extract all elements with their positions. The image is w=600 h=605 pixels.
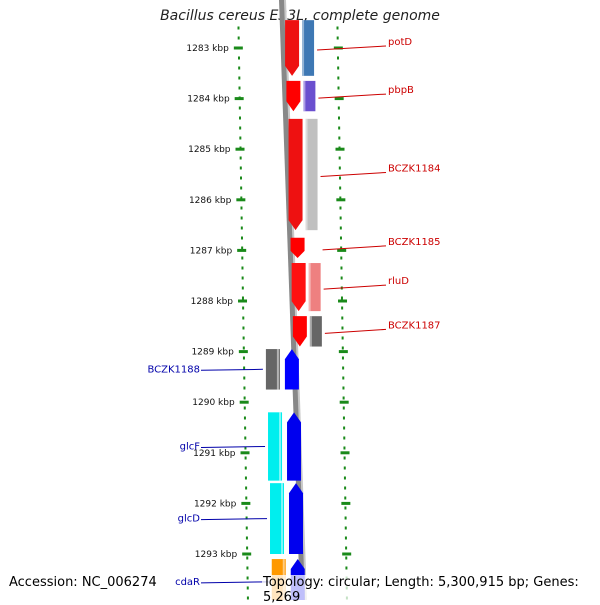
gene-label-BCZK1184[interactable]: BCZK1184 — [388, 164, 441, 175]
gene-label-pbpB[interactable]: pbpB — [388, 85, 414, 96]
gene-arrow[interactable] — [292, 316, 307, 347]
gene-labels: potD pbpB BCZK1184 BCZK1185 rluD BCZK1187 BCZK… — [147, 37, 440, 588]
gene-arrow[interactable] — [290, 237, 305, 258]
cog-block — [308, 263, 321, 312]
gene-label-leader — [200, 368, 263, 371]
cog-block-shine — [302, 20, 305, 76]
gene-label-glcD[interactable]: glcD — [178, 514, 201, 525]
gene-pbpB[interactable] — [286, 80, 316, 112]
cog-block — [305, 118, 318, 231]
gene-label-leader — [322, 245, 387, 251]
gene-label-BCZK1188[interactable]: BCZK1188 — [147, 364, 200, 375]
cog-block-shine — [281, 483, 284, 554]
gene-BCZK1187[interactable] — [292, 316, 322, 347]
ruler-inner-dashes — [237, 26, 249, 600]
tick-label: 1286 kbp — [189, 196, 232, 206]
gene-label-leader — [318, 93, 387, 99]
tick-label: 1289 kbp — [191, 348, 234, 358]
gene-label-leader — [320, 172, 387, 177]
gene-label-cdaR[interactable]: cdaR — [175, 577, 200, 588]
gene-arrow[interactable] — [291, 263, 306, 312]
tick-label: 1292 kbp — [194, 499, 237, 509]
gene-potD[interactable] — [285, 20, 315, 76]
cog-block — [268, 412, 283, 481]
gene-label-leader — [200, 581, 269, 584]
gene-label-leader — [324, 328, 387, 334]
gene-arrow[interactable] — [286, 80, 301, 112]
cog-block-shine — [276, 349, 279, 390]
tick-label: 1285 kbp — [188, 145, 231, 155]
tick-label: 1293 kbp — [195, 550, 238, 560]
ruler: 1283 kbp 1284 kbp 1285 kbp 1286 kbp 1287 kbp… — [186, 26, 352, 600]
map-title: Bacillus cereus E33L, complete genome — [160, 8, 440, 24]
gene-label-leader — [200, 445, 266, 448]
gene-arrow[interactable] — [288, 118, 303, 231]
cog-block-shine — [279, 412, 282, 481]
tick-label: 1284 kbp — [187, 95, 230, 105]
cog-block-shine — [305, 118, 308, 231]
gene-label-leader — [323, 284, 387, 290]
cog-block — [303, 80, 316, 112]
gene-rluD[interactable] — [291, 263, 321, 312]
ruler-outer-dashes — [336, 26, 348, 600]
gene-arrow[interactable] — [284, 349, 299, 390]
gene-BCZK1188[interactable] — [265, 349, 299, 390]
cog-block — [302, 20, 315, 76]
accession-text: Accession: NC_006274 — [9, 575, 157, 590]
tick-label: 1290 kbp — [192, 398, 235, 408]
cog-block — [270, 483, 285, 554]
cog-block-shine — [309, 316, 312, 347]
tick-label: 1283 kbp — [186, 44, 229, 54]
gene-arrow[interactable] — [289, 483, 304, 554]
cog-block — [265, 349, 280, 390]
tick-label: 1287 kbp — [190, 246, 233, 256]
gene-glcD[interactable] — [270, 483, 304, 554]
gene-label-BCZK1187[interactable]: BCZK1187 — [388, 320, 441, 331]
tick-label: 1288 kbp — [191, 297, 234, 307]
gene-label-BCZK1185[interactable]: BCZK1185 — [388, 237, 441, 248]
gene-glcF[interactable] — [268, 412, 302, 481]
cog-block-shine — [303, 80, 306, 112]
gene-arrow[interactable] — [287, 412, 302, 481]
tick-label: 1291 kbp — [193, 449, 236, 459]
gene-BCZK1185[interactable] — [290, 237, 305, 258]
gene-label-glcF[interactable]: glcF — [180, 441, 201, 452]
genome-stats-text: Topology: circular; Length: 5,300,915 bp… — [262, 575, 600, 605]
gene-label-rluD[interactable]: rluD — [388, 276, 409, 287]
gene-BCZK1184[interactable] — [288, 118, 318, 231]
gene-label-potD[interactable]: potD — [388, 37, 412, 48]
gene-label-leader — [200, 518, 268, 521]
gene-label-leader — [317, 45, 387, 51]
gene-arrow[interactable] — [285, 20, 300, 76]
cog-block — [309, 316, 322, 347]
cog-block-shine — [308, 263, 311, 312]
